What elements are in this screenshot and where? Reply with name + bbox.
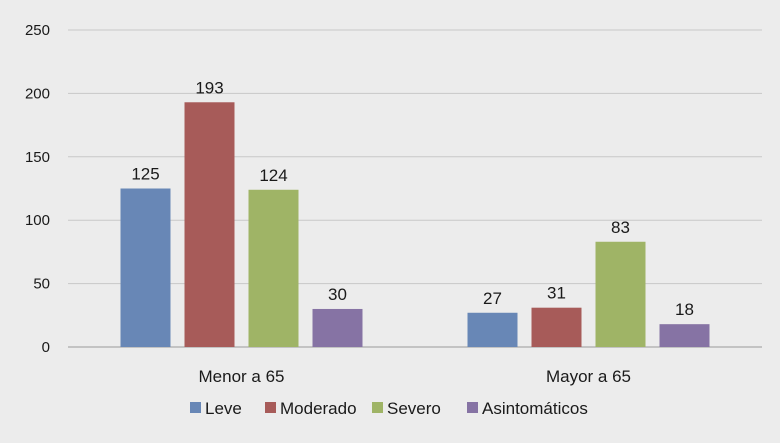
legend-label: Severo [387, 399, 441, 418]
legend-swatch [467, 402, 478, 413]
legend-label: Leve [205, 399, 242, 418]
legend-swatch [190, 402, 201, 413]
bars [120, 102, 710, 347]
legend-label: Asintomáticos [482, 399, 588, 418]
y-tick-label: 0 [42, 339, 50, 356]
bar [312, 308, 363, 347]
bar [659, 324, 710, 347]
bar [531, 307, 582, 347]
data-label: 193 [195, 78, 223, 97]
legend-swatch [265, 402, 276, 413]
legend-label: Moderado [280, 399, 357, 418]
data-label: 18 [675, 300, 694, 319]
bar [467, 312, 518, 347]
y-tick-label: 250 [25, 22, 50, 39]
legend-swatch [372, 402, 383, 413]
gridlines [68, 29, 762, 348]
bar [248, 189, 299, 347]
bar [595, 241, 646, 347]
y-axis-ticks: 0 50 100 150 200 250 [25, 22, 50, 356]
data-label: 124 [259, 166, 287, 185]
bar [120, 188, 171, 347]
y-tick-label: 150 [25, 149, 50, 166]
legend: Leve Moderado Severo Asintomáticos [190, 399, 588, 418]
bar [184, 102, 235, 347]
data-label: 30 [328, 285, 347, 304]
data-label: 27 [483, 289, 502, 308]
y-tick-label: 50 [33, 276, 50, 293]
y-tick-label: 100 [25, 212, 50, 229]
x-axis-categories: Menor a 65 Mayor a 65 [199, 367, 632, 386]
data-label: 31 [547, 284, 566, 303]
data-label: 125 [131, 165, 159, 184]
category-label: Mayor a 65 [546, 367, 631, 386]
data-label: 83 [611, 218, 630, 237]
category-label: Menor a 65 [199, 367, 285, 386]
data-labels: 125 193 124 30 27 31 83 18 [131, 78, 694, 319]
y-tick-label: 200 [25, 85, 50, 102]
